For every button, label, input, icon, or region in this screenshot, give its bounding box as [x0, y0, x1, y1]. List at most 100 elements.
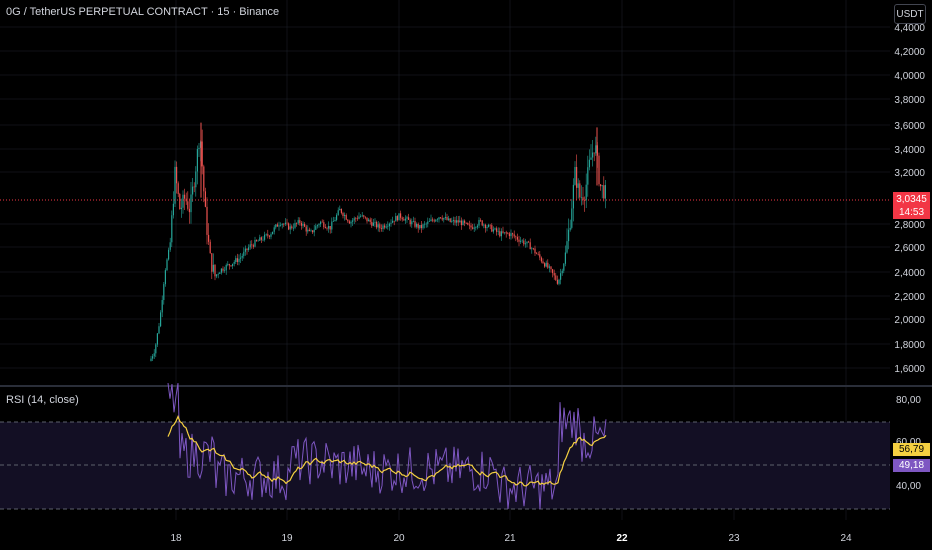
- rsi-tick-label: 80,00: [896, 395, 921, 406]
- candle-body: [484, 224, 486, 229]
- candle-body: [420, 225, 422, 229]
- candle-body: [195, 171, 197, 188]
- candle-body: [416, 223, 418, 227]
- candle-body: [224, 270, 226, 271]
- candle-body: [256, 240, 258, 241]
- candle-body: [312, 230, 314, 233]
- candle-body: [251, 244, 253, 246]
- time-tick-label: 19: [281, 533, 293, 544]
- candle-body: [499, 231, 501, 237]
- rsi-value-badge: 49,18: [893, 459, 930, 472]
- currency-button[interactable]: USDT: [894, 4, 926, 24]
- candle-body: [264, 234, 266, 240]
- candle-body: [206, 206, 208, 235]
- price-tick-label: 2,0000: [894, 315, 925, 326]
- candle-body: [257, 240, 259, 242]
- candle-body: [368, 219, 370, 222]
- candle-body: [315, 226, 317, 230]
- candle-body: [372, 222, 374, 226]
- candle-body: [184, 194, 186, 199]
- candle-body: [158, 326, 160, 334]
- candle-body: [284, 222, 286, 225]
- price-tick-label: 2,4000: [894, 268, 925, 279]
- candle-body: [219, 272, 221, 275]
- candle-body: [364, 216, 366, 218]
- candle-body: [478, 219, 480, 226]
- candle-body: [244, 248, 246, 252]
- candle-body: [540, 257, 542, 262]
- candle-body: [233, 261, 235, 264]
- candle-body: [307, 229, 309, 232]
- candle-body: [363, 215, 365, 217]
- candle-body: [360, 216, 362, 217]
- price-tick-label: 4,2000: [894, 47, 925, 58]
- candle-body: [526, 241, 528, 244]
- price-tick-label: 4,4000: [894, 23, 925, 34]
- candle-body: [228, 264, 230, 266]
- candle-body: [400, 213, 402, 218]
- candle-body: [398, 213, 400, 221]
- candle-body: [168, 249, 170, 260]
- candle-body: [585, 184, 587, 201]
- price-tick-label: 3,4000: [894, 145, 925, 156]
- candle-body: [316, 225, 318, 227]
- candle-body: [449, 218, 451, 222]
- candle-body: [576, 166, 578, 188]
- candle-body: [198, 147, 200, 150]
- candle-body: [390, 222, 392, 224]
- candle-body: [480, 219, 482, 221]
- price-tick-label: 1,6000: [894, 364, 925, 375]
- symbol-title[interactable]: 0G / TetherUS PERPETUAL CONTRACT · 15 · …: [6, 6, 280, 18]
- candle-body: [553, 273, 555, 276]
- candle-body: [395, 216, 397, 222]
- candle-body: [227, 264, 229, 266]
- candle-body: [332, 221, 334, 222]
- candle-body: [297, 220, 299, 224]
- candle-body: [593, 152, 595, 154]
- rsi-axis: 80,00 60,00 40,00: [896, 395, 921, 492]
- candle-body: [235, 258, 237, 262]
- price-tick-label: 3,2000: [894, 168, 925, 179]
- candle-body: [564, 252, 566, 264]
- candle-body: [438, 217, 440, 220]
- candle-body: [566, 241, 568, 253]
- rsi-indicator-label[interactable]: RSI (14, close): [6, 394, 79, 406]
- candle-body: [179, 194, 181, 210]
- candle-body: [259, 237, 261, 241]
- candle-body: [379, 224, 381, 229]
- candle-body: [276, 224, 278, 227]
- candle-body: [508, 233, 510, 237]
- candle-body: [481, 220, 483, 226]
- candle-body: [512, 233, 514, 235]
- candle-body: [592, 152, 594, 158]
- candle-body: [496, 228, 498, 232]
- candle-body: [489, 224, 491, 226]
- candle-body: [348, 221, 350, 224]
- candle-body: [313, 229, 315, 233]
- candle-body: [304, 223, 306, 227]
- candle-body: [209, 241, 211, 254]
- time-tick-label: 18: [170, 533, 182, 544]
- candle-body: [328, 225, 330, 229]
- candle-body: [353, 218, 355, 221]
- candle-body: [555, 275, 557, 280]
- candle-body: [494, 228, 496, 230]
- candle-body: [152, 356, 154, 359]
- candle-body: [425, 223, 427, 225]
- candle-body: [371, 221, 373, 226]
- candlestick-series: [150, 122, 606, 362]
- candle-body: [339, 208, 341, 211]
- candle-body: [164, 270, 166, 285]
- candle-body: [192, 186, 194, 195]
- candle-body: [249, 244, 251, 248]
- price-tick-label: 4,0000: [894, 71, 925, 82]
- candle-body: [532, 248, 534, 249]
- candle-body: [579, 183, 581, 198]
- candle-body: [587, 167, 589, 185]
- candle-body: [241, 255, 243, 258]
- candle-body: [550, 266, 552, 270]
- candle-body: [392, 220, 394, 223]
- candle-body: [572, 184, 574, 209]
- candle-body: [516, 237, 518, 240]
